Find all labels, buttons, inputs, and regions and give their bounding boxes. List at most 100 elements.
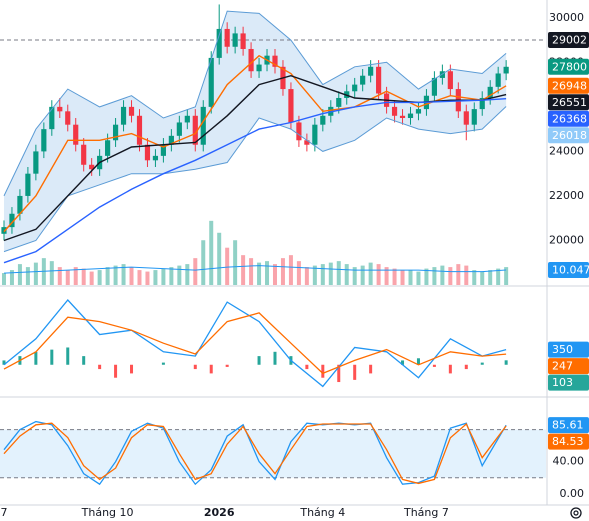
candle-body [105,140,111,156]
gear-outer[interactable] [570,507,582,519]
volume-bar [456,264,461,285]
volume-bar [432,267,437,285]
volume-bar [201,240,206,285]
macd-line [3,312,507,375]
price-tag-label: 26018 [552,129,587,142]
macd-histogram-bar [193,364,197,370]
volume-bar [153,270,158,285]
bollinger-band-line [3,10,507,197]
candle-body [248,48,254,72]
volume-bar [448,267,453,285]
macd-histogram-bar [321,364,325,378]
volume-bar [33,262,38,285]
candle-body [152,155,159,161]
x-tick-label: Tháng 7 [403,506,449,519]
candle-body [304,140,310,145]
moving-average-line [3,54,507,233]
candle-body [1,227,7,234]
price-tag-label: 10.047 [552,264,589,277]
volume-bar [488,270,493,285]
candle-body [168,135,174,145]
volume-bar [145,271,150,285]
volume-bar [304,267,309,285]
candle-body [479,97,485,110]
price-tag-label: 26368 [552,112,587,125]
candle-body [17,195,23,214]
volume-bar [320,264,325,285]
volume-bar [129,267,134,285]
candle-body [33,151,39,174]
settings-icon[interactable] [570,507,582,519]
volume-bar [121,264,126,285]
price-tag-label: 29002 [552,34,587,47]
volume-bar [352,267,357,285]
candle-body [272,55,278,67]
macd-histogram-bar [66,347,70,365]
volume-bar [368,262,373,285]
candle-body [471,109,477,125]
gear-inner[interactable] [573,510,579,516]
volume-bar [97,270,102,285]
volume-bar [280,258,285,285]
volume-bar [217,232,222,285]
y-tick-label: 40.00 [553,455,585,468]
volume-bar [392,268,397,285]
candle-body [136,115,143,145]
macd-histogram-bar [369,364,373,374]
macd-histogram-bar [337,364,341,383]
candle-body [352,84,358,92]
price-tag-label: 27800 [552,60,587,73]
volume-bar [296,261,301,285]
candle-body [9,213,15,228]
x-tick-label: 7 [0,506,7,519]
candle-body [415,109,422,114]
candle-body [208,57,214,107]
volume-bar [113,265,118,285]
volume-bar [193,258,198,285]
price-tag-label: 84.53 [552,435,584,448]
volume-bar [472,270,477,285]
macd-histogram-bar [50,349,54,365]
candle-body [41,129,47,152]
macd-histogram-bar [209,364,213,374]
volume-bar [400,270,405,285]
volume-bar [376,264,381,285]
x-tick-label: 2026 [204,506,235,519]
price-tag [548,341,589,358]
volume-bar [384,267,389,285]
moving-average-line [3,98,507,264]
candle-body [256,64,262,72]
price-tag [548,358,589,375]
price-tag [548,77,589,94]
oscillator-line [3,422,507,485]
candle-body [200,106,206,145]
macd-histogram-bar [257,356,261,365]
volume-bar [504,267,509,285]
volume-bar [416,271,421,285]
volume-bar [272,264,277,285]
macd-histogram-bar [130,364,134,374]
macd-line [3,299,507,388]
x-tick-label: Tháng 4 [299,506,345,519]
macd-histogram-bar [34,351,38,365]
bollinger-band-line [3,106,507,253]
volume-bar [57,267,62,285]
candle-body [120,106,127,125]
candle-body [73,124,79,145]
macd-histogram-bar [305,364,309,370]
candle-body [216,28,222,58]
macd-histogram-bar [98,364,102,370]
volume-bar [496,268,501,285]
y-tick-label: 24000 [549,144,584,157]
macd-histogram-bar [432,364,436,367]
price-tag-label: 350 [552,343,573,356]
candle-body [487,86,493,98]
volume-bar [1,273,6,285]
candle-body [296,122,302,141]
y-tick-label: 20000 [549,233,584,246]
candle-body [144,144,151,161]
volume-bar [209,220,214,285]
candle-body [176,122,182,136]
volume-bar [288,255,293,285]
